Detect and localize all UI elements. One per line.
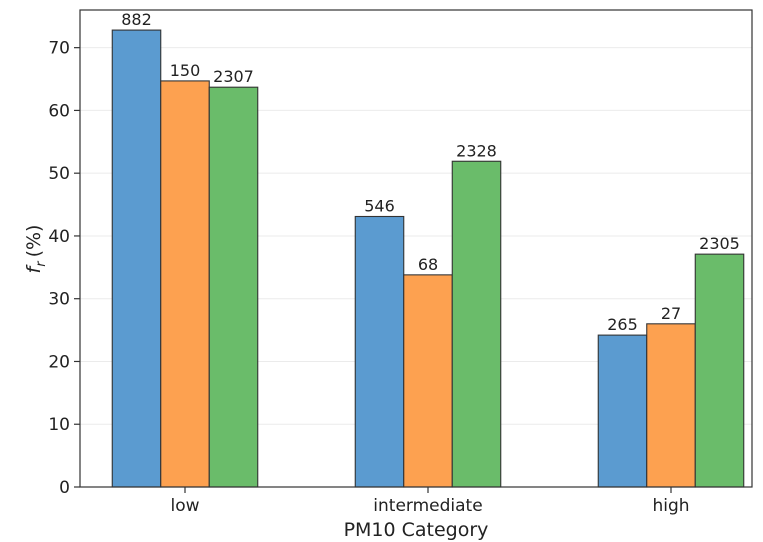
category-label-intermediate: intermediate: [373, 496, 482, 516]
bar-count-label: 68: [418, 255, 438, 274]
y-axis-ticks: 0 10 20 30 40 50 60 70: [48, 39, 80, 498]
plot-frame: [79, 9, 753, 488]
bar-count-label: 150: [170, 61, 201, 80]
bar-low-series-2: [160, 80, 210, 488]
x-axis-title: PM10 Category: [344, 519, 489, 541]
y-tick-label: 60: [48, 101, 70, 121]
bar-count-label: 27: [661, 304, 681, 323]
category-label-high: high: [652, 496, 689, 516]
bar-count-label: 2305: [699, 234, 740, 253]
y-tick-label: 50: [48, 164, 70, 184]
y-tick-label: 10: [48, 415, 70, 435]
bar-intermediate-series-1: [354, 215, 405, 488]
y-tick-label: 0: [59, 478, 70, 498]
bar-count-label: 2328: [456, 141, 497, 160]
category-label-low: low: [170, 496, 199, 516]
y-tick-label: 20: [48, 352, 70, 372]
bar-low-series-3: [208, 86, 259, 488]
bar-low-series-1: [111, 29, 162, 488]
bar-count-label: 2307: [213, 67, 254, 86]
bar-count-label: 546: [364, 196, 395, 215]
y-axis-title: fr(%): [23, 225, 49, 274]
bar-intermediate-series-2: [403, 274, 453, 488]
bar-intermediate-series-3: [451, 160, 502, 488]
bar-count-label: 882: [121, 10, 152, 29]
y-tick-label: 70: [48, 39, 70, 59]
bar-high-series-1: [597, 334, 648, 488]
y-tick-label: 30: [48, 290, 70, 310]
bar-high-series-3: [694, 253, 745, 488]
y-tick-label: 40: [48, 227, 70, 247]
bar-high-series-2: [646, 323, 696, 488]
bar-labels: 882 150 2307 546 68 2328 265 27 2305: [121, 10, 740, 334]
bar-count-label: 265: [607, 315, 638, 334]
bars: [111, 29, 745, 488]
x-axis-ticks: low intermediate high: [170, 487, 690, 516]
